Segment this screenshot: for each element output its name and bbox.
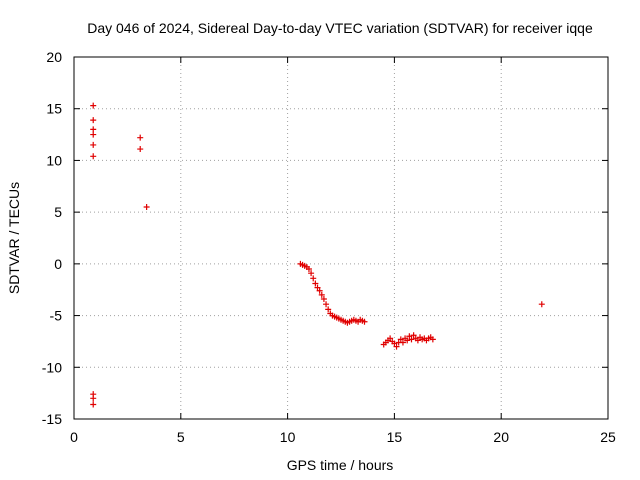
y-tick-label: -5: [50, 308, 63, 324]
y-tick-label: 5: [54, 204, 62, 220]
data-point: [90, 395, 97, 402]
data-point: [391, 340, 398, 347]
data-point: [414, 337, 421, 344]
data-point: [143, 203, 150, 210]
data-point: [308, 270, 315, 277]
data-point: [312, 280, 319, 287]
chart-title: Day 046 of 2024, Sidereal Day-to-day VTE…: [87, 20, 593, 36]
x-tick-label: 25: [600, 429, 616, 445]
data-point: [137, 146, 144, 153]
y-tick-label: 10: [46, 152, 62, 168]
data-point: [316, 287, 323, 294]
data-point: [90, 102, 97, 109]
data-marks: [90, 102, 545, 408]
data-point: [406, 333, 413, 340]
data-point: [408, 336, 415, 343]
y-tick-label: 0: [54, 256, 62, 272]
data-point: [310, 275, 317, 282]
data-point: [393, 343, 400, 350]
data-point: [429, 336, 436, 343]
data-point: [538, 301, 545, 308]
x-tick-label: 0: [70, 429, 78, 445]
tick-label-layer: 0 5 10 15 20 25 -15 -10 -5 0 5 10 15 20: [42, 49, 616, 445]
y-axis-label: SDTVAR / TECUs: [6, 182, 22, 294]
data-point: [305, 266, 312, 273]
data-point: [325, 306, 332, 313]
y-tick-label: -10: [42, 359, 62, 375]
data-point: [90, 153, 97, 160]
data-point: [90, 126, 97, 133]
data-point: [404, 337, 411, 344]
tick-layer: [73, 56, 609, 420]
y-tick-label: 15: [46, 101, 62, 117]
y-tick-label: -15: [42, 411, 62, 427]
x-tick-label: 10: [280, 429, 296, 445]
data-point: [399, 339, 406, 346]
x-tick-label: 5: [177, 429, 185, 445]
x-tick-label: 15: [387, 429, 403, 445]
x-axis-label: GPS time / hours: [287, 457, 394, 473]
data-point: [323, 301, 330, 308]
x-tick-label: 20: [493, 429, 509, 445]
grid-layer: [74, 57, 608, 419]
data-point: [90, 141, 97, 148]
data-point: [90, 131, 97, 138]
data-point: [318, 291, 325, 298]
plot-frame: [73, 56, 609, 420]
data-point: [137, 134, 144, 141]
data-point: [361, 318, 368, 325]
data-point: [387, 335, 394, 342]
data-point: [320, 296, 327, 303]
data-point: [314, 284, 321, 291]
y-tick-label: 20: [46, 49, 62, 65]
data-point: [90, 117, 97, 124]
data-point: [397, 336, 404, 343]
data-point: [410, 332, 417, 339]
data-point: [90, 401, 97, 408]
